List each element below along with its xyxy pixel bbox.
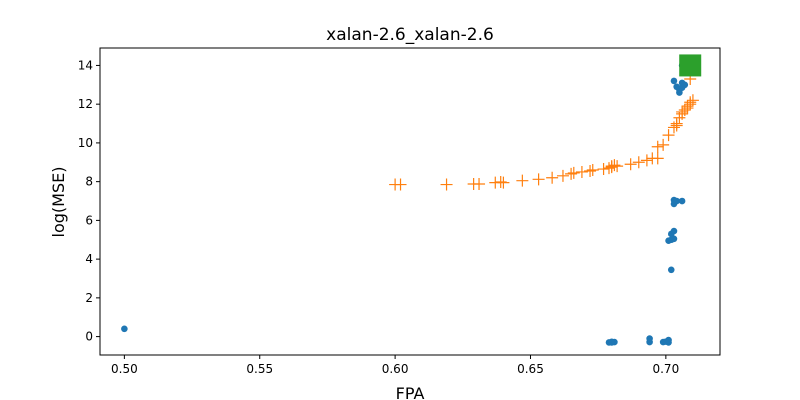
data-point-plus	[516, 174, 529, 187]
y-tick-label: 6	[85, 213, 93, 227]
data-point-plus	[670, 119, 683, 132]
data-point-circle	[667, 266, 675, 274]
x-axis-label: FPA	[396, 384, 425, 400]
x-tick-label: 0.50	[111, 362, 138, 376]
data-point-plus	[651, 140, 664, 153]
data-point-circle	[678, 197, 686, 205]
data-point-plus	[473, 177, 486, 190]
data-point-plus	[662, 129, 675, 142]
data-point-circle	[676, 89, 683, 96]
data-point-plus	[546, 171, 559, 184]
data-point-circle	[673, 197, 680, 205]
data-point-circle	[665, 336, 672, 344]
data-point-circle	[121, 325, 128, 333]
y-tick-label: 14	[78, 58, 93, 72]
data-point-plus	[532, 173, 545, 186]
data-point-plus	[565, 167, 578, 180]
y-tick-label: 0	[85, 330, 93, 344]
data-point-plus	[651, 152, 664, 165]
data-point-plus	[556, 169, 569, 182]
data-point-circle	[670, 77, 678, 85]
data-point-plus	[684, 96, 697, 109]
data-point-circle	[678, 79, 686, 87]
data-point-circle	[670, 227, 678, 235]
y-tick-label: 4	[85, 252, 93, 266]
data-point-plus	[394, 178, 407, 191]
data-point-plus	[611, 160, 624, 173]
y-axis: 0 2 4 6 8 10 12 14	[78, 58, 100, 344]
axes-frame	[99, 47, 721, 356]
y-tick-label: 10	[78, 136, 93, 150]
data-point-square	[679, 54, 702, 77]
data-point-circle	[608, 338, 616, 346]
x-tick-label: 0.70	[652, 362, 679, 376]
x-tick-label: 0.60	[382, 362, 409, 376]
data-point-plus	[567, 166, 580, 179]
data-point-plus	[497, 176, 510, 189]
x-tick-label: 0.55	[246, 362, 273, 376]
data-point-plus	[586, 164, 599, 177]
y-tick-label: 8	[85, 175, 93, 189]
data-point-plus	[686, 94, 699, 107]
data-point-circle	[670, 235, 678, 243]
data-point-plus	[602, 162, 615, 175]
data-point-plus	[624, 158, 637, 171]
data-point-plus	[657, 138, 670, 151]
data-point-plus	[640, 154, 653, 167]
chart-title: xalan-2.6_xalan-2.6	[326, 25, 494, 45]
data-point-plus	[575, 165, 588, 178]
y-axis-label: log(MSE)	[49, 167, 68, 238]
x-axis: 0.50 0.55 0.60 0.65 0.70	[111, 355, 679, 376]
data-point-plus	[608, 159, 621, 172]
data-point-circle	[646, 338, 653, 346]
plot-area	[121, 54, 702, 346]
data-point-plus	[632, 156, 645, 169]
y-tick-label: 12	[78, 97, 93, 111]
data-point-plus	[440, 178, 453, 191]
y-tick-label: 2	[85, 291, 93, 305]
x-tick-label: 0.65	[517, 362, 544, 376]
data-point-plus	[597, 163, 610, 176]
data-point-plus	[584, 164, 597, 177]
